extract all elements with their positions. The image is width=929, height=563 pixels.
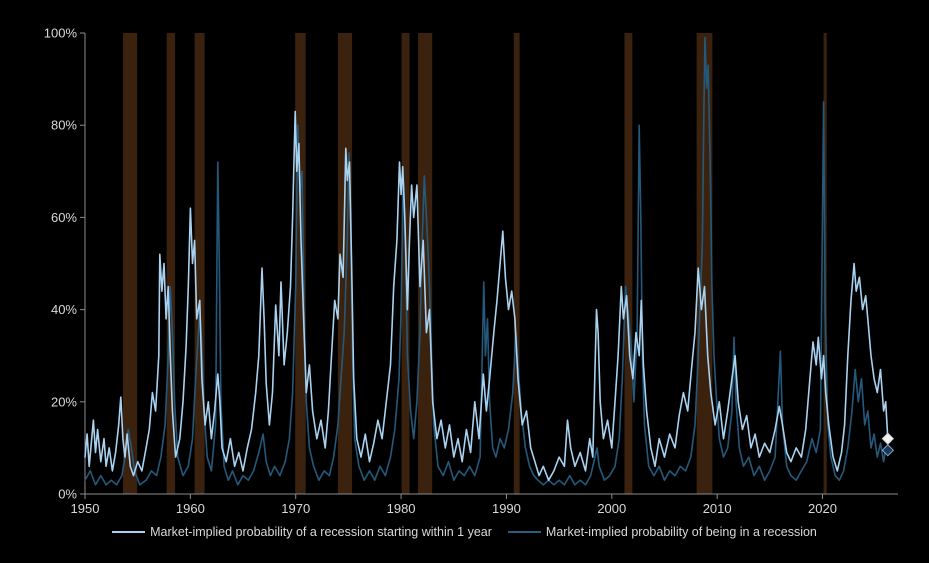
recession-band — [624, 33, 633, 494]
legend-item-starting-within-1-year: Market-implied probability of a recessio… — [112, 525, 492, 539]
recession-band — [166, 33, 176, 494]
x-tick-label: 2010 — [703, 501, 732, 516]
recession-band — [417, 33, 433, 494]
recession-band — [295, 33, 306, 494]
x-tick-label: 1950 — [71, 501, 100, 516]
being-in-a-recession-line — [84, 36, 889, 486]
recession-band — [122, 33, 138, 494]
recession-starting-within-1-year-end-diamond-marker — [881, 432, 895, 445]
recession-band — [513, 33, 520, 494]
x-tick-label: 1960 — [176, 501, 205, 516]
x-tick-label: 1970 — [281, 501, 310, 516]
legend-line-sample-dark — [507, 530, 541, 534]
chart-legend: Market-implied probability of a recessio… — [0, 525, 929, 539]
x-tick-label: 2020 — [808, 501, 837, 516]
y-tick-label: 20% — [51, 394, 77, 409]
recession-band — [194, 33, 205, 494]
y-tick-label: 0% — [58, 487, 77, 502]
legend-line-sample-light — [112, 530, 146, 534]
y-tick-label: 100% — [44, 26, 78, 41]
x-tick-label: 1980 — [387, 501, 416, 516]
x-tick-label: 1990 — [492, 501, 521, 516]
recession-band — [696, 33, 713, 494]
legend-item-being-in-recession: Market-implied probability of being in a… — [507, 525, 817, 539]
recession-starting-within-1-year-line — [84, 110, 889, 482]
legend-label-being-in-recession: Market-implied probability of being in a… — [545, 525, 817, 539]
being-in-a-recession-end-diamond-marker — [881, 443, 895, 457]
y-tick-label: 40% — [51, 302, 77, 317]
y-tick-label: 80% — [51, 118, 77, 133]
x-tick-label: 2000 — [597, 501, 626, 516]
legend-label-starting-within-1-year: Market-implied probability of a recessio… — [150, 525, 492, 539]
y-tick-label: 60% — [51, 210, 77, 225]
